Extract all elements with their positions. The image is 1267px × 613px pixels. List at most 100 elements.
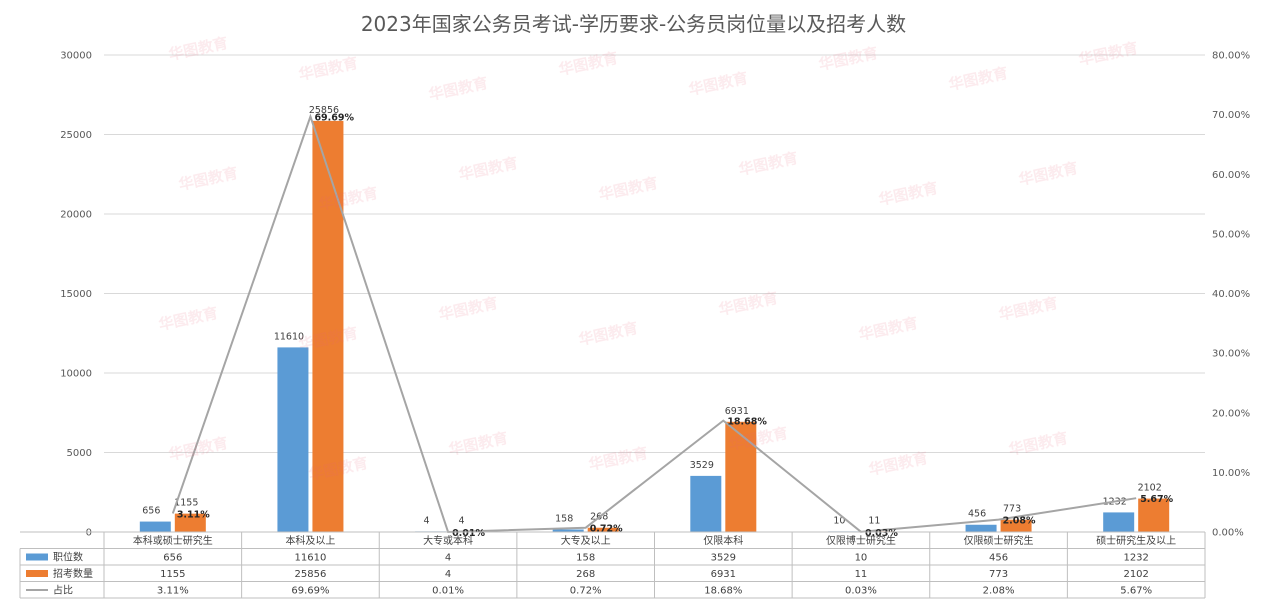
table-row-positions-cell: 158	[576, 553, 595, 564]
watermark-text: 华图教育	[297, 54, 359, 84]
bar-data-label: 773	[1003, 504, 1021, 515]
watermark-text: 华图教育	[457, 154, 519, 184]
y-tick-left-label: 15000	[60, 289, 92, 300]
y-tick-left-label: 20000	[60, 210, 92, 221]
x-category-label: 本科或硕士研究生	[133, 534, 213, 547]
bar-data-label: 456	[968, 509, 986, 520]
bar-data-label: 158	[555, 513, 573, 524]
share-data-label: 5.67%	[1140, 494, 1173, 505]
share-line	[171, 113, 1137, 533]
watermark-text: 华图教育	[817, 44, 879, 74]
bar-positions	[139, 521, 171, 532]
bar-positions	[277, 347, 309, 532]
share-data-label: 3.11%	[177, 509, 210, 520]
table-row-applicants-cell: 11	[855, 569, 868, 580]
x-category-label: 本科及以上	[285, 534, 335, 547]
watermark-text: 华图教育	[427, 74, 489, 104]
y-tick-right-label: 70.00%	[1212, 110, 1250, 121]
table-row-share-cell: 69.69%	[291, 586, 329, 597]
share-data-label: 0.03%	[865, 528, 898, 539]
x-category-label: 仅限博士研究生	[826, 534, 896, 547]
y-tick-right-label: 30.00%	[1212, 349, 1250, 360]
watermark-text: 华图教育	[557, 49, 619, 79]
table-row-applicants-cell: 773	[989, 569, 1008, 580]
table-row-applicants-cell: 6931	[711, 569, 736, 580]
table-row-share-cell: 0.01%	[432, 586, 464, 597]
watermark-text: 华图教育	[177, 164, 239, 194]
watermark-text: 华图教育	[1007, 429, 1069, 459]
watermark-text: 华图教育	[877, 179, 939, 209]
bar-applicants	[1000, 519, 1032, 532]
share-data-label: 18.68%	[727, 417, 767, 428]
table-row-share-cell: 5.67%	[1120, 586, 1152, 597]
legend-swatch	[26, 570, 48, 577]
y-tick-left-label: 5000	[67, 448, 92, 459]
watermark-text: 华图教育	[737, 149, 799, 179]
legend-label: 职位数	[53, 551, 83, 564]
y-tick-right-label: 10.00%	[1212, 468, 1250, 479]
watermark-text: 华图教育	[437, 294, 499, 324]
legend-label: 招考数量	[53, 567, 93, 580]
watermark-text: 华图教育	[857, 314, 919, 344]
watermark-text: 华图教育	[997, 294, 1059, 324]
legend-label: 占比	[53, 584, 73, 597]
table-row-share-cell: 18.68%	[704, 586, 742, 597]
bar-data-label: 11610	[274, 331, 304, 342]
bar-positions	[965, 524, 997, 532]
y-tick-left-label: 0	[86, 528, 92, 539]
share-data-label: 69.69%	[314, 112, 354, 123]
watermark-text: 华图教育	[447, 429, 509, 459]
table-row-applicants-cell: 4	[445, 569, 451, 580]
bar-applicants	[587, 527, 619, 532]
bar-data-label: 6931	[725, 406, 749, 417]
table-row-positions-cell: 656	[163, 553, 182, 564]
x-category-label: 仅限硕士研究生	[964, 534, 1034, 547]
table-row-share-cell: 3.11%	[157, 586, 189, 597]
y-tick-right-label: 50.00%	[1212, 229, 1250, 240]
bar-positions	[690, 475, 722, 532]
share-data-label: 0.72%	[590, 524, 623, 535]
bar-positions	[1103, 512, 1135, 532]
table-row-applicants-cell: 268	[576, 569, 595, 580]
watermark-text: 华图教育	[167, 34, 229, 64]
table-row-applicants-cell: 1155	[160, 569, 185, 580]
y-tick-left-label: 10000	[60, 369, 92, 380]
bar-data-label: 2102	[1138, 483, 1162, 494]
table-row-positions-cell: 4	[445, 553, 451, 564]
watermark-text: 华图教育	[1017, 159, 1079, 189]
x-category-label: 硕士研究生及以上	[1096, 534, 1176, 547]
watermark-text: 华图教育	[1077, 39, 1139, 69]
bar-applicants	[312, 120, 344, 533]
y-tick-right-label: 20.00%	[1212, 408, 1250, 419]
y-tick-right-label: 80.00%	[1212, 51, 1250, 62]
share-data-label: 0.01%	[452, 528, 485, 539]
table-row-positions-cell: 456	[989, 553, 1008, 564]
watermark-text: 华图教育	[587, 444, 649, 474]
bar-applicants	[725, 421, 757, 532]
watermark-text: 华图教育	[577, 319, 639, 349]
table-row-share-cell: 0.03%	[845, 586, 877, 597]
watermark-text: 华图教育	[947, 64, 1009, 94]
table-row-positions-cell: 3529	[711, 553, 736, 564]
bar-data-label: 1155	[174, 498, 198, 509]
table-row-applicants-cell: 2102	[1123, 569, 1148, 580]
chart-title: 2023年国家公务员考试-学历要求-公务员岗位量以及招考人数	[360, 12, 907, 36]
x-category-label: 大专或本科	[423, 534, 473, 547]
y-tick-left-label: 30000	[60, 51, 92, 62]
y-tick-left-label: 25000	[60, 130, 92, 141]
table-row-share-cell: 2.08%	[983, 586, 1015, 597]
bar-data-label: 10	[833, 515, 845, 526]
watermark-text: 华图教育	[867, 449, 929, 479]
y-tick-right-label: 40.00%	[1212, 289, 1250, 300]
table-row-positions-cell: 11610	[295, 553, 327, 564]
watermark-text: 华图教育	[157, 304, 219, 334]
watermark-text: 华图教育	[597, 174, 659, 204]
y-tick-right-label: 0.00%	[1212, 528, 1244, 539]
table-row-positions-cell: 1232	[1123, 553, 1148, 564]
bar-data-label: 3529	[690, 460, 714, 471]
bar-data-label: 656	[142, 506, 160, 517]
bar-data-label: 4	[459, 515, 465, 526]
bar-positions	[552, 529, 584, 532]
